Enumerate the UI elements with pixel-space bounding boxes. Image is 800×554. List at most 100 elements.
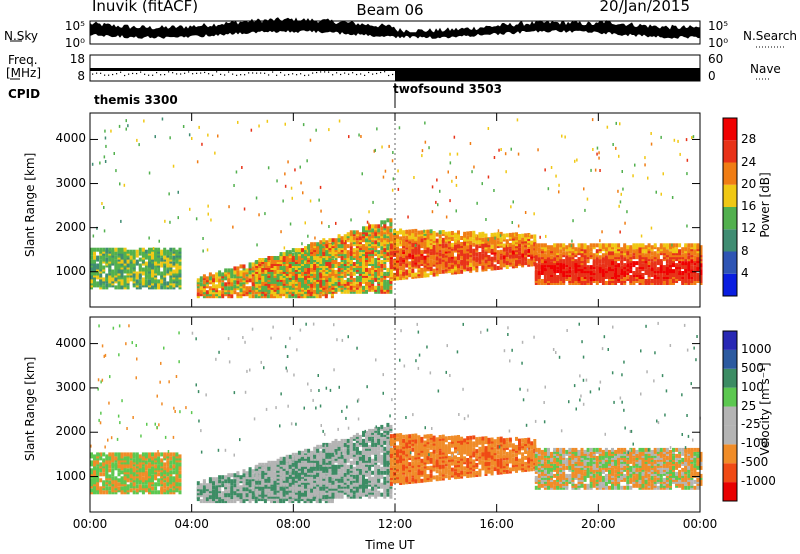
power-cell	[267, 262, 271, 266]
power-cell	[574, 247, 578, 252]
power-cell	[316, 256, 320, 260]
power-cell	[687, 247, 691, 252]
power-cell	[362, 244, 365, 249]
power-cell	[291, 252, 295, 257]
power-cell	[438, 234, 442, 239]
power-scatter	[169, 220, 171, 224]
power-cell	[393, 272, 396, 277]
velocity-cell	[239, 489, 243, 494]
velocity-cell	[141, 452, 145, 457]
velocity-cell	[154, 482, 158, 487]
power-scatter	[338, 119, 341, 123]
power-cell	[598, 263, 602, 268]
nave-dot	[316, 71, 318, 74]
power-cell	[352, 281, 356, 286]
power-cell	[580, 243, 584, 248]
power-cell	[678, 263, 682, 268]
power-scatter	[451, 179, 453, 183]
power-cell	[319, 273, 323, 278]
power-cell	[245, 276, 249, 281]
power-cell	[386, 218, 390, 223]
power-scatter	[104, 129, 106, 133]
nave-dot	[104, 74, 106, 76]
power-cell	[438, 230, 442, 235]
power-cell	[626, 253, 630, 258]
power-cell	[163, 271, 167, 276]
power-cell	[340, 256, 344, 260]
power-cell	[371, 266, 375, 270]
power-cell	[565, 251, 569, 256]
power-scatter	[487, 175, 490, 179]
power-cell	[435, 238, 439, 243]
nave-dot	[280, 71, 282, 74]
power-cell	[681, 253, 685, 258]
power-cell	[490, 248, 494, 253]
power-cell	[196, 278, 200, 283]
velocity-cell	[129, 482, 133, 487]
power-scatter	[686, 158, 689, 162]
power-cell	[362, 260, 365, 264]
power-cell	[169, 251, 173, 256]
power-cell	[178, 265, 182, 270]
power-scatter	[235, 170, 238, 174]
power-cell	[524, 233, 528, 238]
power-cell	[254, 294, 258, 299]
power-cell	[396, 246, 399, 251]
power-cell	[435, 244, 439, 249]
power-cell	[328, 244, 332, 249]
power-cell	[343, 279, 347, 284]
power-cell	[374, 240, 378, 245]
power-cell	[178, 247, 182, 252]
power-cell	[429, 259, 433, 264]
power-cell	[472, 238, 476, 243]
power-scatter	[320, 209, 322, 213]
power-scatter	[447, 170, 449, 174]
nave-dot	[164, 73, 166, 76]
power-cell	[266, 294, 270, 299]
power-cell	[178, 279, 182, 284]
power-scatter	[671, 243, 673, 247]
power-cell	[148, 273, 151, 278]
power-scatter	[289, 222, 292, 226]
velocity-cell	[154, 486, 158, 491]
power-cell	[604, 267, 608, 272]
power-cell	[429, 271, 433, 275]
power-cell	[261, 281, 265, 286]
power-scatter	[570, 244, 573, 248]
power-cell	[239, 282, 243, 287]
power-scatter	[691, 136, 693, 140]
power-cell	[264, 285, 268, 290]
power-cell	[236, 280, 240, 285]
velocity-cell	[157, 472, 161, 477]
power-cell	[496, 260, 500, 264]
power-cell	[556, 275, 560, 279]
power-cell	[377, 250, 381, 255]
power-scatter	[621, 170, 623, 173]
power-cell	[438, 238, 442, 243]
power-scatter	[475, 234, 478, 238]
power-scatter	[321, 221, 323, 225]
power-scatter	[414, 244, 417, 247]
power-cell	[389, 243, 393, 248]
power-scatter	[243, 207, 246, 211]
velocity-cell	[144, 484, 148, 489]
power-scatter	[232, 225, 234, 229]
power-cell	[475, 256, 479, 261]
power-cell	[408, 253, 412, 258]
power-scatter	[517, 152, 520, 156]
power-cell	[365, 254, 368, 259]
power-cell	[565, 255, 569, 260]
velocity-cell	[90, 452, 93, 457]
power-cell	[117, 275, 121, 280]
power-cell	[301, 271, 304, 276]
power-scatter	[398, 126, 401, 130]
power-scatter	[564, 135, 566, 139]
power-cell	[377, 254, 381, 259]
power-scatter	[384, 169, 387, 173]
power-scatter	[99, 161, 101, 165]
power-scatter	[456, 152, 459, 156]
power-cell	[267, 256, 271, 260]
velocity-cell	[218, 499, 222, 504]
power-cell	[521, 253, 525, 258]
power-cell	[595, 271, 599, 275]
